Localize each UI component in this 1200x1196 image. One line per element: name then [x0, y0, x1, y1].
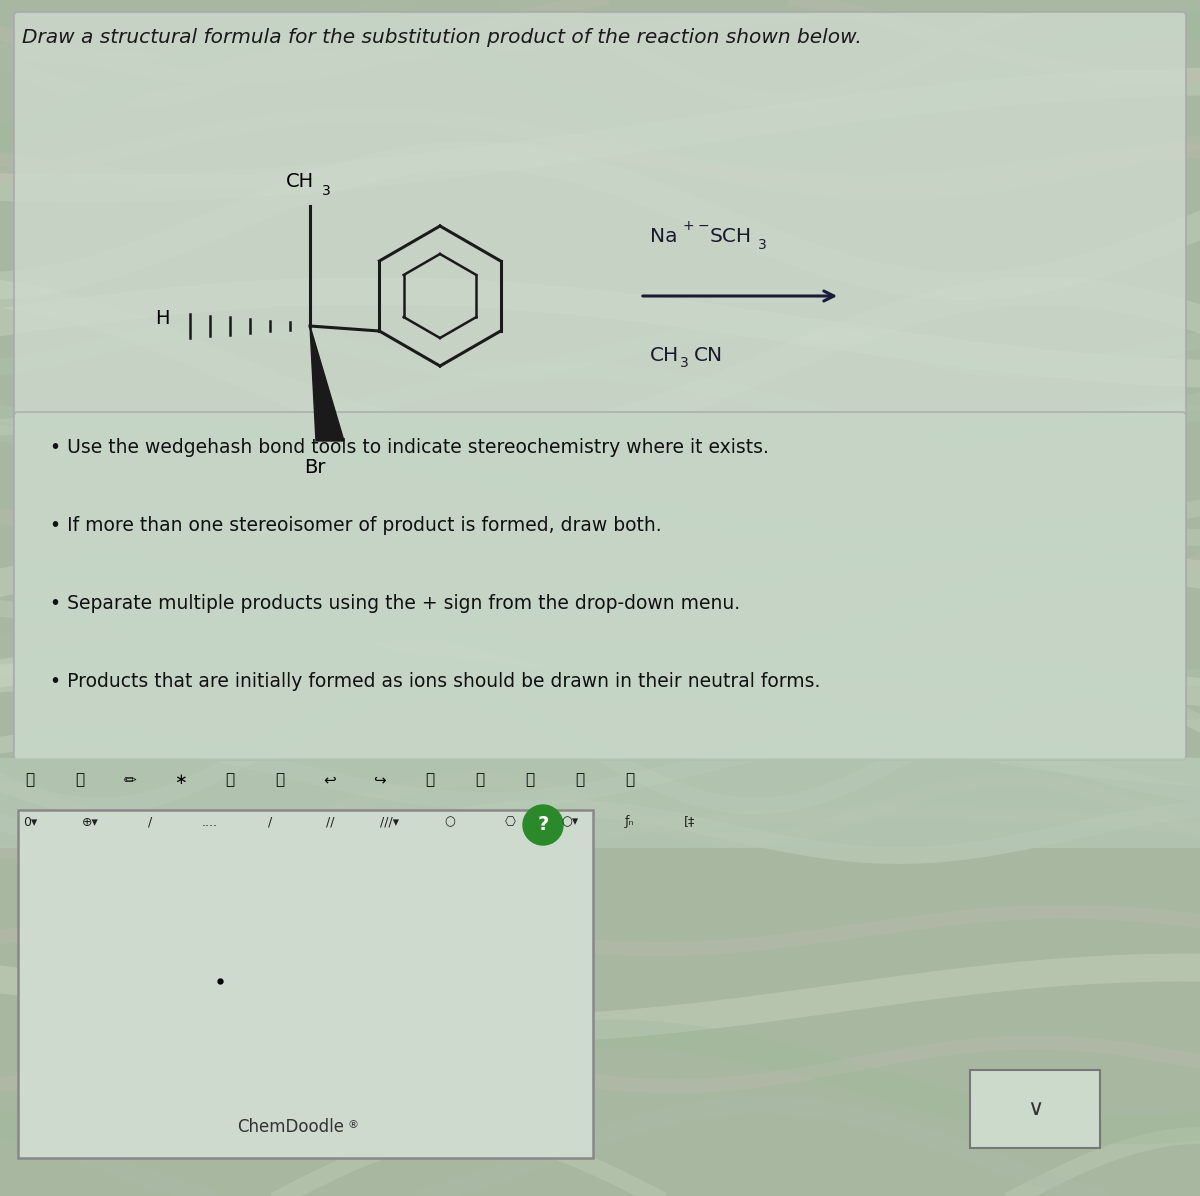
Bar [0, 758, 1200, 848]
Text: //: // [325, 816, 335, 829]
Text: ⎔: ⎔ [504, 816, 516, 829]
Text: SCH: SCH [710, 227, 752, 246]
Text: ↪: ↪ [373, 773, 386, 787]
Text: −: − [698, 219, 709, 233]
Text: ↩: ↩ [324, 773, 336, 787]
Text: 📷: 📷 [226, 773, 234, 787]
Text: 🔍: 🔍 [576, 773, 584, 787]
Text: 3: 3 [322, 184, 331, 199]
Text: /: / [148, 816, 152, 829]
Circle shape [523, 805, 563, 846]
Text: 🔍: 🔍 [526, 773, 534, 787]
Text: ⊕▾: ⊕▾ [82, 816, 98, 829]
Text: ®: ® [348, 1119, 359, 1130]
Text: CH: CH [650, 346, 679, 365]
Polygon shape [310, 327, 344, 441]
Text: ✏: ✏ [124, 773, 137, 787]
Text: +: + [682, 219, 694, 233]
Text: ?: ? [538, 816, 548, 835]
Text: Na: Na [650, 227, 678, 246]
Text: 📷: 📷 [276, 773, 284, 787]
Text: ChemDoodle: ChemDoodle [238, 1118, 344, 1136]
Text: • Products that are initially formed as ions should be drawn in their neutral fo: • Products that are initially formed as … [50, 672, 821, 691]
Text: Draw a structural formula for the substitution product of the reaction shown bel: Draw a structural formula for the substi… [22, 28, 862, 47]
Text: CN: CN [694, 346, 724, 365]
Text: 3: 3 [680, 356, 689, 370]
Text: • Use the wedge⁠hash bond tools to indicate stereochemistry where it exists.: • Use the wedge⁠hash bond tools to indic… [50, 438, 769, 457]
Text: ///▾: ///▾ [380, 816, 400, 829]
Text: 🌿: 🌿 [625, 773, 635, 787]
Text: 0▾: 0▾ [23, 816, 37, 829]
Text: Br: Br [305, 458, 325, 477]
Text: H: H [156, 309, 170, 328]
FancyBboxPatch shape [14, 411, 1186, 759]
Text: • Separate multiple products using the + sign from the drop-down menu.: • Separate multiple products using the +… [50, 594, 740, 614]
Text: ƒₙ: ƒₙ [625, 816, 635, 829]
Bar [18, 810, 593, 1158]
Text: ○▾: ○▾ [562, 816, 578, 829]
Text: ....: .... [202, 816, 218, 829]
Text: 3: 3 [758, 238, 767, 252]
Text: 🖐: 🖐 [25, 773, 35, 787]
Text: ∨: ∨ [1027, 1099, 1043, 1119]
Text: CH: CH [286, 172, 314, 191]
Text: [‡: [‡ [684, 816, 696, 829]
FancyBboxPatch shape [14, 12, 1186, 759]
Text: ∗: ∗ [174, 773, 186, 787]
Text: • If more than one stereoisomer of product is formed, draw both.: • If more than one stereoisomer of produ… [50, 515, 661, 535]
Text: 🖼: 🖼 [426, 773, 434, 787]
Text: ○: ○ [444, 816, 456, 829]
Bar [970, 1070, 1100, 1148]
Text: 🔒: 🔒 [76, 773, 84, 787]
Text: 📋: 📋 [475, 773, 485, 787]
Text: /: / [268, 816, 272, 829]
